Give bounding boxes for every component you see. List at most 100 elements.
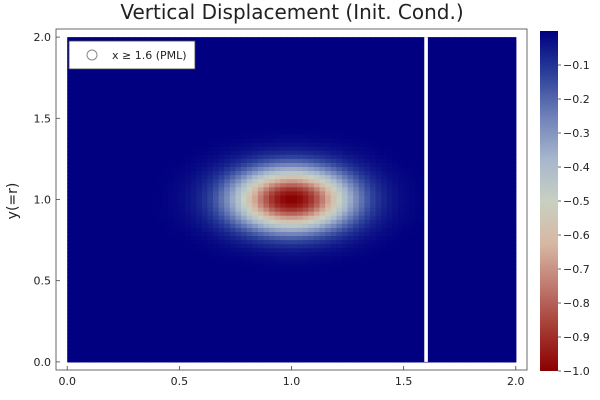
heatmap-cell	[442, 69, 450, 75]
heatmap-cell	[403, 41, 410, 46]
heatmap-cell	[493, 110, 500, 115]
heatmap-cell	[196, 284, 203, 290]
heatmap-cell	[297, 252, 304, 257]
heatmap-cell	[257, 154, 265, 160]
heatmap-cell	[498, 256, 506, 261]
heatmap-cell	[263, 240, 270, 245]
heatmap-cell	[386, 81, 394, 87]
heatmap-cell	[235, 227, 242, 233]
heatmap-cell	[224, 203, 231, 209]
heatmap-cell	[448, 57, 455, 63]
heatmap-cell	[336, 142, 343, 148]
heatmap-cell	[112, 73, 119, 79]
heatmap-cell	[72, 85, 80, 91]
heatmap-cell	[117, 85, 124, 91]
heatmap-cell	[257, 150, 265, 156]
heatmap-cell	[67, 256, 74, 261]
heatmap-cell	[67, 150, 74, 156]
heatmap-cell	[246, 134, 253, 140]
heatmap-cell	[112, 203, 119, 209]
heatmap-cell	[370, 236, 377, 241]
heatmap-cell	[414, 215, 422, 221]
heatmap-cell	[504, 122, 511, 128]
heatmap-cell	[112, 236, 119, 241]
heatmap-cell	[168, 183, 175, 188]
heatmap-cell	[263, 252, 270, 257]
heatmap-cell	[470, 89, 478, 95]
heatmap-cell	[448, 45, 455, 50]
heatmap-cell	[459, 280, 466, 286]
heatmap-cell	[252, 231, 259, 237]
heatmap-cell	[224, 142, 231, 148]
heatmap-cell	[375, 248, 382, 253]
heatmap-cell	[112, 256, 119, 261]
heatmap-cell	[134, 236, 141, 241]
heatmap-cell	[381, 240, 388, 245]
heatmap-cell	[482, 179, 489, 184]
heatmap-cell	[470, 85, 478, 91]
heatmap-cell	[257, 219, 265, 225]
heatmap-cell	[476, 207, 483, 213]
heatmap-cell	[341, 231, 349, 237]
heatmap-cell	[84, 175, 91, 180]
heatmap-cell	[370, 252, 377, 257]
heatmap-cell	[184, 77, 192, 83]
heatmap-cell	[426, 122, 433, 128]
heatmap-cell	[241, 199, 248, 205]
heatmap-cell	[476, 227, 483, 233]
heatmap-cell	[207, 288, 214, 294]
heatmap-cell	[190, 268, 197, 274]
heatmap-cell	[403, 138, 410, 144]
heatmap-cell	[156, 288, 164, 294]
heatmap-cell	[375, 276, 382, 282]
heatmap-cell	[184, 260, 192, 266]
heatmap-cell	[162, 126, 169, 132]
heatmap-cell	[263, 154, 270, 160]
heatmap-cell	[274, 162, 281, 168]
heatmap-cell	[117, 102, 124, 107]
heatmap-cell	[168, 219, 175, 225]
heatmap-cell	[140, 240, 147, 245]
heatmap-cell	[224, 272, 231, 278]
heatmap-cell	[89, 93, 96, 99]
heatmap-cell	[459, 73, 466, 79]
heatmap-cell	[123, 183, 130, 188]
heatmap-cell	[84, 248, 91, 253]
heatmap-cell	[510, 199, 517, 205]
heatmap-cell	[420, 130, 427, 136]
heatmap-cell	[341, 264, 349, 270]
heatmap-cell	[67, 223, 74, 229]
heatmap-cell	[207, 106, 214, 111]
heatmap-cell	[476, 175, 483, 180]
heatmap-cell	[196, 138, 203, 144]
heatmap-cell	[347, 236, 354, 241]
heatmap-cell	[398, 240, 405, 245]
heatmap-cell	[213, 195, 220, 201]
heatmap-cell	[336, 138, 343, 144]
heatmap-cell	[341, 73, 349, 79]
heatmap-cell	[95, 77, 102, 83]
heatmap-cell	[454, 264, 461, 270]
heatmap-cell	[465, 211, 472, 217]
heatmap-cell	[347, 45, 354, 50]
heatmap-cell	[196, 199, 203, 205]
heatmap-cell	[426, 114, 433, 119]
heatmap-cell	[375, 57, 382, 63]
heatmap-cell	[224, 53, 231, 59]
heatmap-cell	[285, 57, 293, 63]
heatmap-cell	[269, 154, 276, 160]
heatmap-cell	[330, 45, 337, 50]
heatmap-cell	[128, 89, 136, 95]
heatmap-cell	[252, 61, 259, 67]
heatmap-cell	[257, 146, 265, 152]
heatmap-cell	[190, 195, 197, 201]
heatmap-cell	[246, 195, 253, 201]
heatmap-cell	[280, 65, 287, 71]
heatmap-cell	[319, 260, 326, 266]
heatmap-cell	[504, 114, 511, 119]
heatmap-cell	[302, 69, 309, 75]
heatmap-cell	[218, 77, 225, 83]
heatmap-cell	[431, 211, 438, 217]
heatmap-cell	[274, 199, 281, 205]
heatmap-cell	[308, 272, 315, 278]
